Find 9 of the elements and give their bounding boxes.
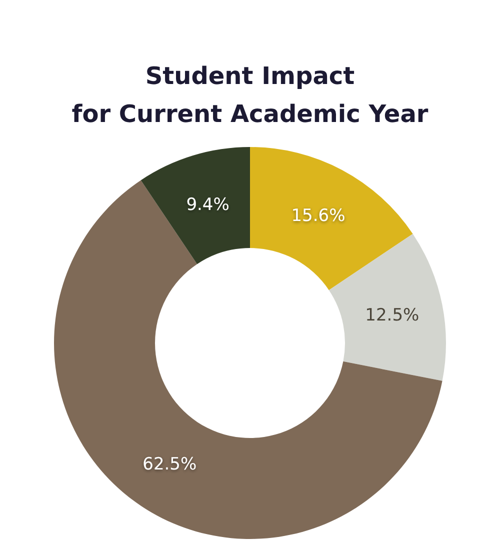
data-label: 12.5% <box>365 305 420 326</box>
data-label: 9.4% <box>186 195 230 216</box>
donut-slice <box>54 180 442 539</box>
chart-title: Student Impact for Current Academic Year <box>72 62 428 128</box>
data-label: 15.6% <box>291 206 346 226</box>
donut-slice <box>140 147 250 264</box>
donut-slice <box>250 147 413 290</box>
data-label: 62.5% <box>142 454 197 475</box>
donut-slice <box>328 234 446 381</box>
